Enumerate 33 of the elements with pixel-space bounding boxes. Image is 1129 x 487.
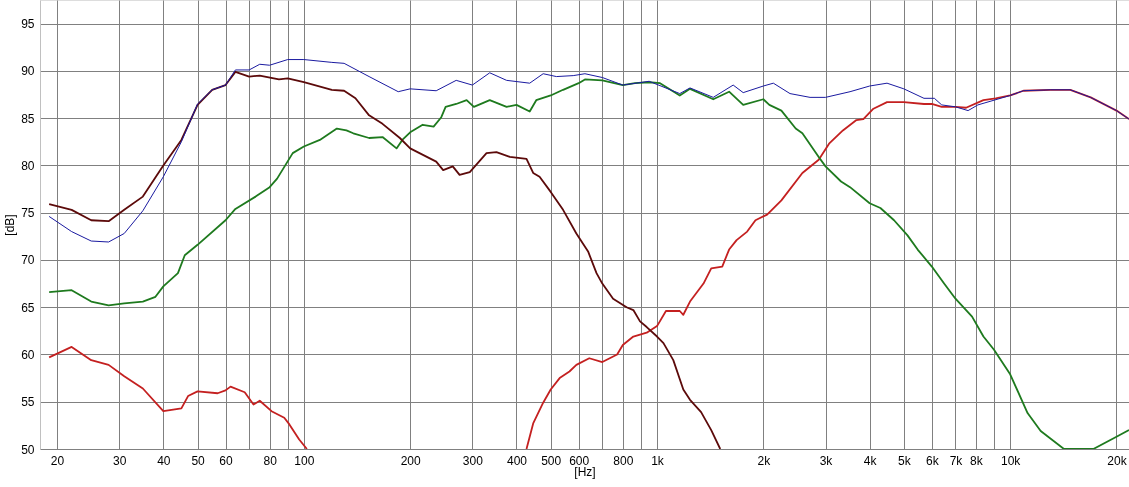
x-tick-label: 5k: [898, 453, 912, 468]
y-tick-label: 70: [21, 253, 35, 268]
y-tick-label: 95: [21, 17, 35, 32]
x-tick-label: 60: [219, 453, 234, 468]
y-tick-label: 80: [21, 158, 35, 173]
x-tick-label: 200: [400, 453, 421, 468]
x-tick-label: 10k: [1001, 453, 1022, 468]
y-tick-label: 85: [21, 111, 35, 126]
x-tick-label: 7k: [949, 453, 964, 468]
x-tick-label: 100: [294, 453, 315, 468]
x-tick-label: 80: [263, 453, 278, 468]
x-tick-label: 800: [613, 453, 634, 468]
x-tick-label: 3k: [819, 453, 834, 468]
x-tick-label: 1k: [651, 453, 665, 468]
x-tick-label: 50: [191, 453, 206, 468]
y-tick-label: 65: [21, 300, 35, 315]
x-tick-label: 500: [541, 453, 562, 468]
x-tick-label: 2k: [757, 453, 772, 468]
y-tick-label: 55: [21, 395, 35, 410]
y-tick-label: 60: [21, 347, 35, 362]
y-tick-label: 75: [21, 206, 35, 221]
x-tick-label: 300: [462, 453, 484, 468]
y-tick-label: 50: [21, 442, 35, 457]
x-tick-label: 4k: [863, 453, 878, 468]
x-tick-label: 8k: [970, 453, 984, 468]
y-axis-title: [dB]: [3, 214, 18, 236]
y-tick-label: 90: [21, 64, 35, 79]
x-tick-label: 30: [113, 453, 127, 468]
x-tick-label: 20k: [1107, 453, 1128, 468]
x-tick-label: 6k: [925, 453, 940, 468]
x-tick-label: 20: [50, 453, 65, 468]
x-tick-label: 40: [157, 453, 171, 468]
x-tick-label: 400: [506, 453, 528, 468]
